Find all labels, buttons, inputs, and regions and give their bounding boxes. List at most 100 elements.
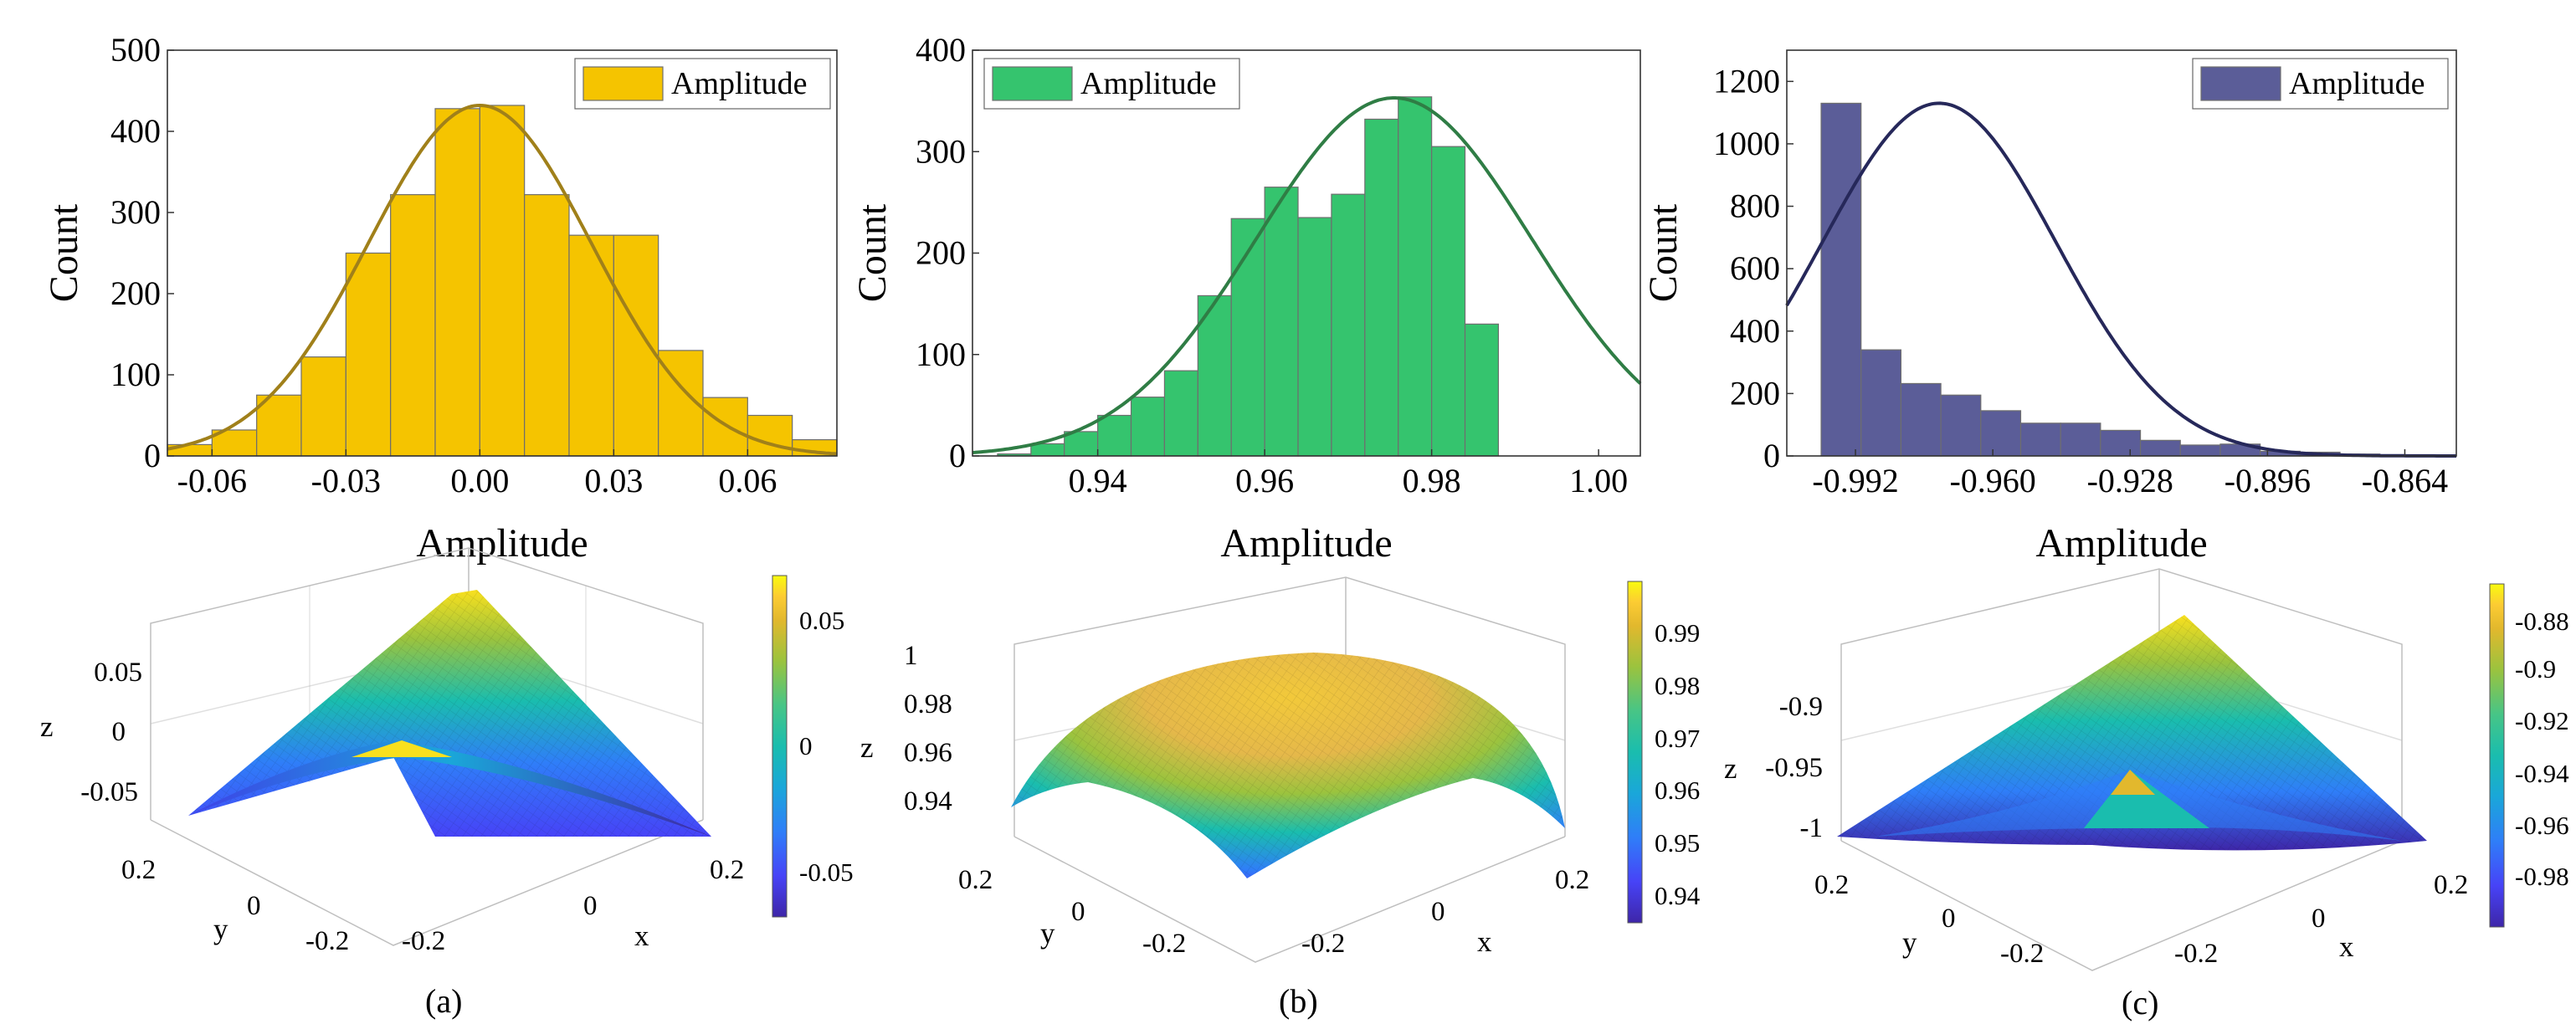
cbar-a-0: 0.05 <box>799 606 844 635</box>
ytick-label: 200 <box>110 274 161 312</box>
histogram-bar <box>2100 429 2142 457</box>
gaussian-fit-line <box>972 96 1642 454</box>
xtick-label: -0.960 <box>1949 462 2035 499</box>
xaxis-c: -0.2 0 0.2 x <box>2174 870 2468 969</box>
ytick-b-2: -0.2 <box>1142 929 1186 959</box>
surface-panel-b: 1 0.98 0.96 0.94 z 0.2 0 -0.2 y -0.2 0 0… <box>860 576 1701 1020</box>
xaxis-b: -0.2 0 0.2 x <box>1301 865 1589 959</box>
yaxis-a: 0.2 0 -0.2 y <box>121 855 349 956</box>
y-axis-label: Count <box>850 203 895 302</box>
ytick-label: 400 <box>916 31 966 69</box>
legend-label: Amplitude <box>671 66 808 101</box>
saddle-front-lobe-a <box>188 740 711 837</box>
cbar-a-2: -0.05 <box>799 858 854 887</box>
caption-a: (a) <box>425 982 462 1020</box>
ylabel-b: y <box>1040 917 1055 950</box>
xtick-c-1: 0 <box>2312 904 2326 934</box>
legend: Amplitude <box>574 58 831 110</box>
yaxis-c: 0.2 0 -0.2 y <box>1814 870 2044 969</box>
histogram-bar <box>1980 410 2022 457</box>
xtick-label: -0.896 <box>2224 462 2311 499</box>
ytick-label: 400 <box>110 112 161 150</box>
xlabel-c: x <box>2339 930 2354 963</box>
histogram-bar <box>1030 443 1065 457</box>
legend-swatch <box>582 66 664 101</box>
histogram-panel-c: 0 200 400 600 800 1000 1200 -0.992 -0.960 -0.928 -… <box>1641 49 2457 566</box>
xtick-label: -0.928 <box>2087 462 2173 499</box>
ytick-label: 600 <box>1730 249 1780 287</box>
zaxis-c: -0.9 -0.95 -1 z <box>1724 692 1823 843</box>
xtick-a-0: -0.2 <box>402 926 445 956</box>
colorbar-a: 0.05 0 -0.05 <box>772 575 854 918</box>
histogram-bar <box>1230 218 1265 457</box>
xtick-a-2: 0.2 <box>710 855 744 885</box>
saddle-front-tip-a <box>352 740 452 757</box>
cbar-c-2: -0.92 <box>2515 706 2569 735</box>
colorbar-c: -0.88 -0.9 -0.92 -0.94 -0.96 -0.98 <box>2489 583 2569 928</box>
xtick-c-0: -0.2 <box>2174 939 2218 969</box>
ytick-label: 0 <box>949 437 966 474</box>
ytick-label: 200 <box>916 234 966 272</box>
histogram-bar <box>1464 323 1500 457</box>
ylabel-a: y <box>213 913 228 945</box>
xlabel-b: x <box>1477 925 1492 958</box>
x-axis-label: Amplitude <box>2035 521 2207 566</box>
ytick-label: 100 <box>110 356 161 393</box>
histogram-bar <box>390 194 436 457</box>
ytick-label: 300 <box>110 193 161 231</box>
histogram-bar <box>1197 294 1232 457</box>
ytick-label: 100 <box>916 335 966 373</box>
histogram-bar <box>1398 96 1433 457</box>
ytick-a-2: -0.2 <box>305 926 349 956</box>
histogram-bar <box>1097 414 1132 457</box>
ztick-b-0: 1 <box>904 641 918 671</box>
zlabel-a: z <box>40 710 54 743</box>
ytick-label: 0 <box>1763 437 1780 474</box>
colorbar-a-bar <box>772 575 788 918</box>
ytick-label: 1000 <box>1713 125 1780 162</box>
xtick-label: -0.06 <box>177 462 247 499</box>
histogram-bar <box>1364 118 1399 457</box>
ytick-label: 300 <box>916 132 966 170</box>
ztick-c-1: -0.95 <box>1765 753 1823 783</box>
colorbar-b: 0.99 0.98 0.97 0.96 0.95 0.94 <box>1627 581 1701 924</box>
ztick-a-0: 0.05 <box>94 658 142 688</box>
histogram-panel-b: 0 100 200 300 400 0.94 0.96 0.98 1.00 Count Amplit… <box>850 31 1642 566</box>
histogram-bars-2 <box>1820 102 2381 457</box>
ztick-b-1: 0.98 <box>904 689 952 719</box>
zaxis-a: 0.05 0 -0.05 z <box>40 658 142 807</box>
xlabel-a: x <box>634 919 649 952</box>
ytick-a-0: 0.2 <box>121 855 156 885</box>
legend-label: Amplitude <box>1080 66 1217 101</box>
xtick-b-0: -0.2 <box>1301 929 1345 959</box>
ztick-a-2: -0.05 <box>80 777 138 807</box>
histogram-bar <box>1163 370 1198 457</box>
histogram-bar <box>1860 349 1902 457</box>
cbar-c-5: -0.98 <box>2515 862 2569 891</box>
cbar-b-3: 0.96 <box>1655 776 1700 805</box>
xtick-label: 0.06 <box>718 462 777 499</box>
cbar-c-0: -0.88 <box>2515 607 2569 636</box>
histogram-bar <box>747 414 793 457</box>
xaxis-a: -0.2 0 0.2 x <box>402 855 744 956</box>
histogram-bar <box>434 108 480 457</box>
ytick-c-1: 0 <box>1942 904 1956 934</box>
histogram-bar <box>1900 382 1942 457</box>
zlabel-b: z <box>860 731 874 764</box>
cbar-b-2: 0.97 <box>1655 724 1700 753</box>
ztick-c-0: -0.9 <box>1779 692 1823 722</box>
histogram-bar <box>1264 187 1299 457</box>
histogram-bar <box>2060 422 2101 457</box>
xtick-a-1: 0 <box>583 891 598 921</box>
histogram-bar <box>1130 397 1166 457</box>
cbar-c-1: -0.9 <box>2515 654 2556 684</box>
xtick-label: 0.98 <box>1403 462 1461 499</box>
legend-label: Amplitude <box>2289 66 2425 101</box>
histogram-bar <box>613 234 659 457</box>
histogram-bars-1 <box>997 96 1500 457</box>
xtick-b-2: 0.2 <box>1555 865 1589 895</box>
caption-b: (b) <box>1279 982 1318 1020</box>
ytick-label: 400 <box>1730 312 1780 350</box>
histogram-bar <box>1431 146 1466 457</box>
legend: Amplitude <box>2192 58 2449 110</box>
